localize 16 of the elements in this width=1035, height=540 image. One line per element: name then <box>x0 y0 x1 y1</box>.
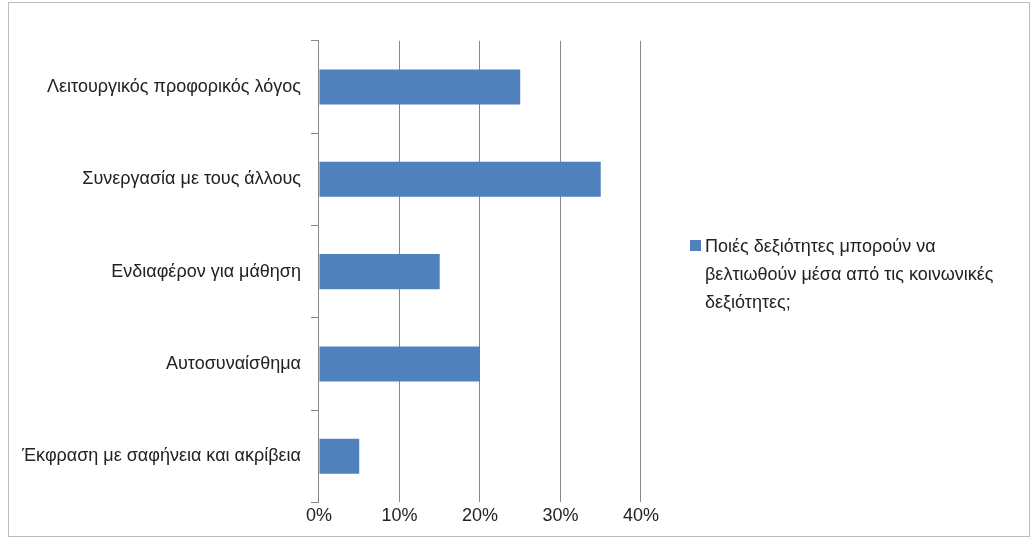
bar <box>319 438 360 474</box>
y-tick-label: Αυτοσυναίσθημα <box>165 352 301 373</box>
bar <box>319 254 440 290</box>
bar <box>319 346 480 382</box>
y-tick-label: Λειτουργικός προφορικός λόγος <box>47 75 302 96</box>
x-tick-label: 40% <box>622 505 659 526</box>
y-tick-label: Ενδιαφέρον για μάθηση <box>111 260 301 281</box>
y-tick-label: Συνεργασία με τους άλλους <box>82 168 302 189</box>
x-tick-label: 0% <box>305 505 332 526</box>
y-tick-label: Έκφραση με σαφήνεια και ακρίβεια <box>20 445 301 466</box>
x-tick-label: 10% <box>381 505 418 526</box>
bar <box>319 161 601 197</box>
legend-label: Ποιές δεξιότητες μπορούν να βελτιωθούν μέσα από τις κοινωνικές δεξιότητες; <box>705 235 995 314</box>
x-tick-label: 30% <box>542 505 579 526</box>
x-tick-label: 20% <box>461 505 498 526</box>
bar <box>319 69 521 105</box>
